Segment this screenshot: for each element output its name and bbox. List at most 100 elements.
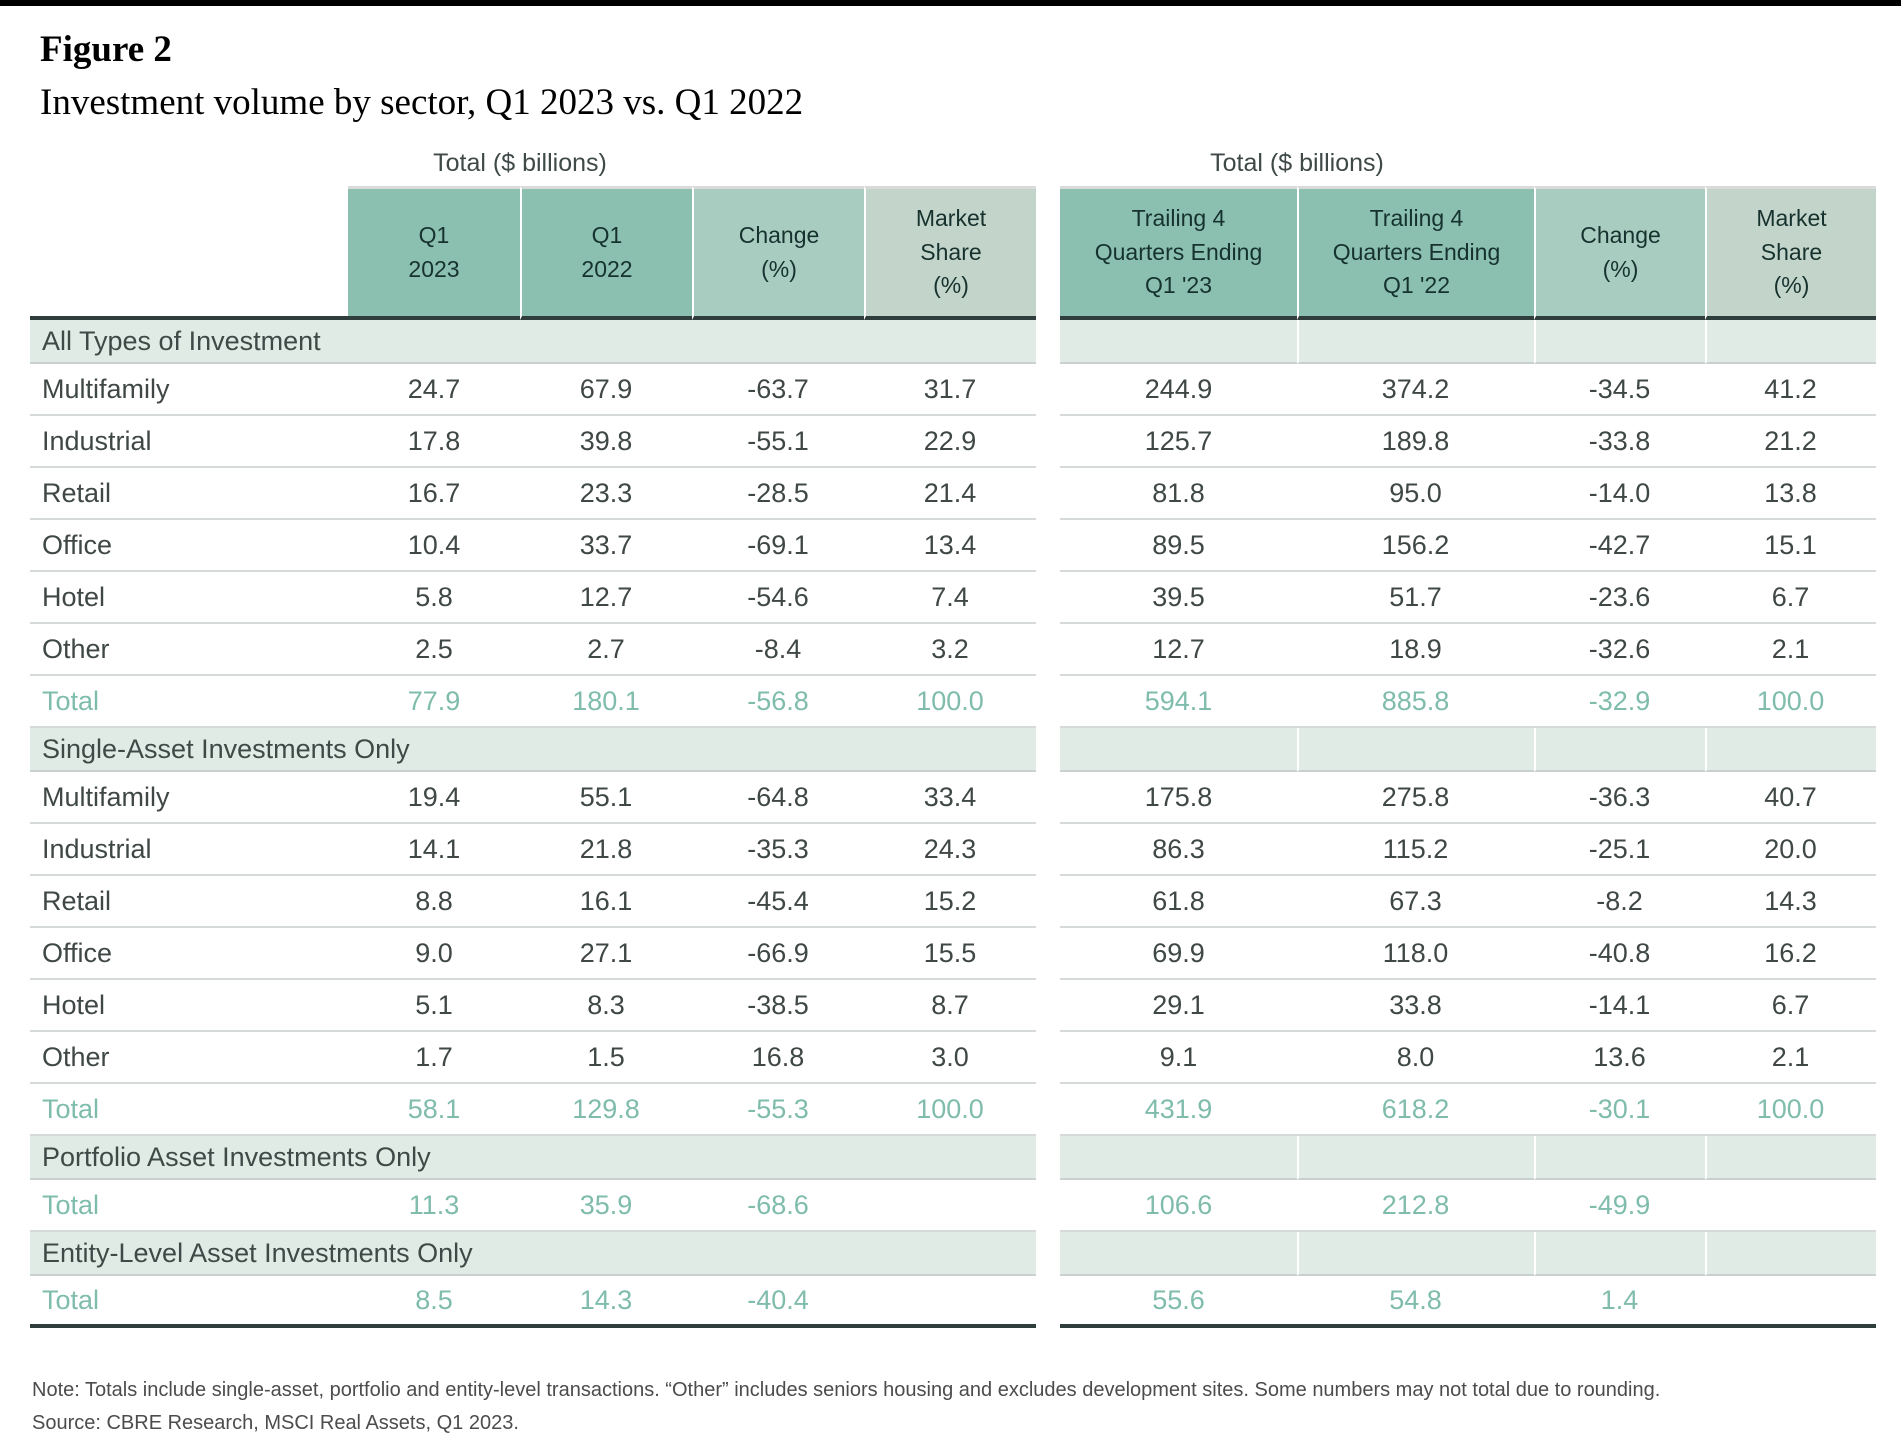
note-text: Note: Totals include single-asset, portf… — [32, 1379, 1661, 1401]
section-band-cell — [1297, 728, 1534, 772]
cell-right-3: -8.2 — [1534, 876, 1705, 928]
cell-left-4: 100.0 — [864, 1084, 1036, 1136]
cell-right-2: 885.8 — [1297, 676, 1534, 728]
section-title: Single-Asset Investments Only — [30, 728, 1036, 772]
table-row: Hotel 5.8 12.7 -54.6 7.4 39.5 51.7 -23.6 6.7 — [30, 572, 1876, 624]
cell-right-4: 15.1 — [1705, 520, 1876, 572]
table-row: Total 8.5 14.3 -40.4 55.6 54.8 1.4 — [30, 1276, 1876, 1328]
table-gap — [1036, 728, 1060, 772]
table-body: All Types of Investment Multifamily 24.7 67… — [0, 320, 1901, 1328]
cell-left-3: -66.9 — [692, 928, 864, 980]
cell-right-4: 20.0 — [1705, 824, 1876, 876]
row-label: Retail — [30, 876, 348, 928]
cell-left-3: -55.3 — [692, 1084, 864, 1136]
cell-left-2: 21.8 — [520, 824, 692, 876]
cell-left-4: 33.4 — [864, 772, 1036, 824]
row-label: Office — [30, 520, 348, 572]
table-gap — [1036, 572, 1060, 624]
cell-left-4: 13.4 — [864, 520, 1036, 572]
cell-right-3: -14.1 — [1534, 980, 1705, 1032]
cell-right-2: 54.8 — [1297, 1276, 1534, 1328]
table-row: Retail 16.7 23.3 -28.5 21.4 81.8 95.0 -14.0 13.8 — [30, 468, 1876, 520]
header-spacer-cell — [30, 186, 348, 320]
table-gap — [1036, 416, 1060, 468]
cell-right-4: 16.2 — [1705, 928, 1876, 980]
cell-right-3: -40.8 — [1534, 928, 1705, 980]
cell-left-3: -40.4 — [692, 1276, 864, 1328]
cell-left-3: -63.7 — [692, 364, 864, 416]
cell-left-4: 21.4 — [864, 468, 1036, 520]
section-band-cell — [1060, 1136, 1297, 1180]
table-row: Industrial 14.1 21.8 -35.3 24.3 86.3 115.2 -25.… — [30, 824, 1876, 876]
cell-right-3: -25.1 — [1534, 824, 1705, 876]
section-band-cell — [1705, 728, 1876, 772]
cell-left-1: 77.9 — [348, 676, 520, 728]
cell-left-4: 15.2 — [864, 876, 1036, 928]
cell-right-1: 9.1 — [1060, 1032, 1297, 1084]
table-row: Total 11.3 35.9 -68.6 106.6 212.8 -49.9 — [30, 1180, 1876, 1232]
cell-right-1: 431.9 — [1060, 1084, 1297, 1136]
cell-right-3: -36.3 — [1534, 772, 1705, 824]
cell-right-3: -42.7 — [1534, 520, 1705, 572]
cell-left-2: 67.9 — [520, 364, 692, 416]
row-label: Hotel — [30, 980, 348, 1032]
cell-right-4: 6.7 — [1705, 572, 1876, 624]
column-header-right-1: Trailing 4 Quarters Ending Q1 '23 — [1060, 186, 1297, 320]
cell-right-3: 13.6 — [1534, 1032, 1705, 1084]
cell-left-4: 22.9 — [864, 416, 1036, 468]
table-row: Other 2.5 2.7 -8.4 3.2 12.7 18.9 -32.6 2.1 — [30, 624, 1876, 676]
table-gap — [1036, 928, 1060, 980]
cell-right-3: 1.4 — [1534, 1276, 1705, 1328]
cell-right-1: 125.7 — [1060, 416, 1297, 468]
column-header-left-1: Q1 2023 — [348, 186, 520, 320]
cell-right-1: 69.9 — [1060, 928, 1297, 980]
cell-right-1: 39.5 — [1060, 572, 1297, 624]
section-title: Entity-Level Asset Investments Only — [30, 1232, 1036, 1276]
cell-right-3: -33.8 — [1534, 416, 1705, 468]
cell-left-2: 55.1 — [520, 772, 692, 824]
table-row: Total 58.1 129.8 -55.3 100.0 431.9 618.2 -30.1 1… — [30, 1084, 1876, 1136]
cell-right-1: 106.6 — [1060, 1180, 1297, 1232]
cell-left-2: 27.1 — [520, 928, 692, 980]
table-gap — [1036, 1136, 1060, 1180]
cell-right-4: 14.3 — [1705, 876, 1876, 928]
cell-left-4: 7.4 — [864, 572, 1036, 624]
cell-right-4: 21.2 — [1705, 416, 1876, 468]
section-title: Portfolio Asset Investments Only — [30, 1136, 1036, 1180]
column-header-right-3: Change (%) — [1534, 186, 1705, 320]
cell-right-4: 100.0 — [1705, 676, 1876, 728]
cell-right-4: 6.7 — [1705, 980, 1876, 1032]
cell-right-2: 67.3 — [1297, 876, 1534, 928]
table-gap — [1036, 468, 1060, 520]
section-band-cell — [1705, 1136, 1876, 1180]
cell-right-2: 212.8 — [1297, 1180, 1534, 1232]
cell-left-3: -56.8 — [692, 676, 864, 728]
table-row: Multifamily 19.4 55.1 -64.8 33.4 175.8 275.8 -3… — [30, 772, 1876, 824]
cell-left-2: 14.3 — [520, 1276, 692, 1328]
table-gap — [1036, 1232, 1060, 1276]
cell-right-2: 18.9 — [1297, 624, 1534, 676]
footnotes: Note: Totals include single-asset, portf… — [32, 1374, 1901, 1440]
table-gap — [1036, 772, 1060, 824]
table-gap — [1036, 876, 1060, 928]
row-label: Office — [30, 928, 348, 980]
row-label: Total — [30, 1276, 348, 1328]
cell-left-4: 100.0 — [864, 676, 1036, 728]
top-border-bar — [0, 0, 1901, 6]
cell-right-1: 175.8 — [1060, 772, 1297, 824]
row-label: Total — [30, 1084, 348, 1136]
section-band: Single-Asset Investments Only — [30, 728, 1876, 772]
cell-right-2: 156.2 — [1297, 520, 1534, 572]
section-band-cell — [1534, 1232, 1705, 1276]
cell-left-1: 19.4 — [348, 772, 520, 824]
column-header-left-3: Change (%) — [692, 186, 864, 320]
section-band-cell — [1297, 1232, 1534, 1276]
cell-right-3: -32.9 — [1534, 676, 1705, 728]
cell-right-4: 2.1 — [1705, 1032, 1876, 1084]
cell-right-2: 8.0 — [1297, 1032, 1534, 1084]
section-title: All Types of Investment — [30, 320, 1036, 364]
cell-left-1: 2.5 — [348, 624, 520, 676]
cell-left-3: -35.3 — [692, 824, 864, 876]
cell-right-1: 86.3 — [1060, 824, 1297, 876]
cell-right-2: 374.2 — [1297, 364, 1534, 416]
